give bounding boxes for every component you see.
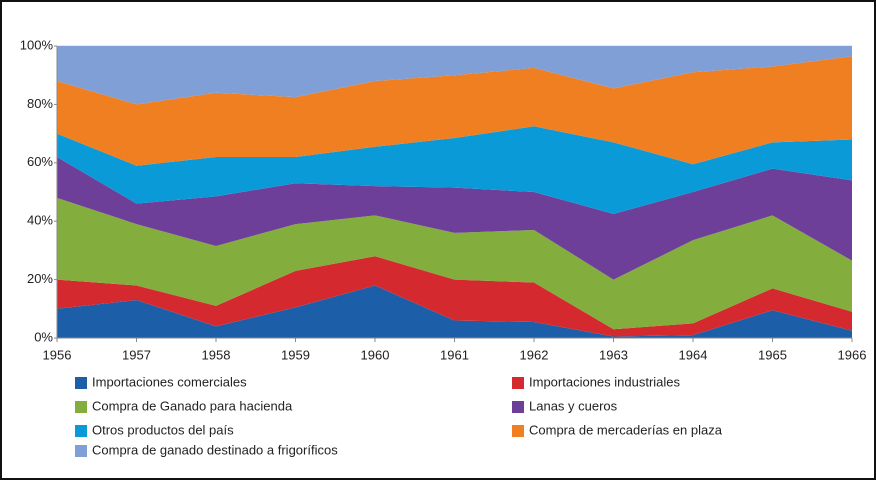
x-tick-label: 1965: [758, 347, 787, 362]
y-tick-label: 80%: [27, 96, 53, 111]
y-tick-label: 100%: [20, 37, 54, 52]
legend-swatch: [75, 401, 87, 413]
x-tick-label: 1966: [838, 347, 867, 362]
x-tick-label: 1963: [599, 347, 628, 362]
x-tick-label: 1959: [281, 347, 310, 362]
area: [57, 197, 852, 330]
legend-label: Otros productos del país: [92, 422, 234, 437]
area: [57, 256, 852, 337]
legend-swatch: [512, 425, 524, 437]
legend-label: Lanas y cueros: [529, 398, 618, 413]
y-tick-label: 40%: [27, 213, 53, 228]
x-tick-label: 1956: [43, 347, 72, 362]
legend-label: Importaciones comerciales: [92, 374, 247, 389]
x-tick-label: 1962: [520, 347, 549, 362]
area: [57, 56, 852, 166]
legend-swatch: [75, 445, 87, 457]
legend-label: Importaciones industriales: [529, 374, 681, 389]
legend-swatch: [75, 377, 87, 389]
legend-swatch: [512, 401, 524, 413]
area: [57, 156, 852, 280]
legend-label: Compra de Ganado para hacienda: [92, 398, 293, 413]
area: [57, 285, 852, 338]
x-tick-label: 1964: [679, 347, 708, 362]
x-tick-label: 1960: [361, 347, 390, 362]
legend-label: Compra de ganado destinado a frigorífico…: [92, 442, 338, 457]
area: [57, 46, 852, 105]
legend-label: Compra de mercaderías en plaza: [529, 422, 723, 437]
legend-swatch: [512, 377, 524, 389]
y-tick-label: 60%: [27, 154, 53, 169]
x-tick-label: 1961: [440, 347, 469, 362]
x-tick-label: 1957: [122, 347, 151, 362]
legend-swatch: [75, 425, 87, 437]
x-tick-label: 1958: [202, 347, 231, 362]
y-tick-label: 20%: [27, 271, 53, 286]
y-tick-label: 0%: [34, 329, 53, 344]
area: [57, 126, 852, 214]
